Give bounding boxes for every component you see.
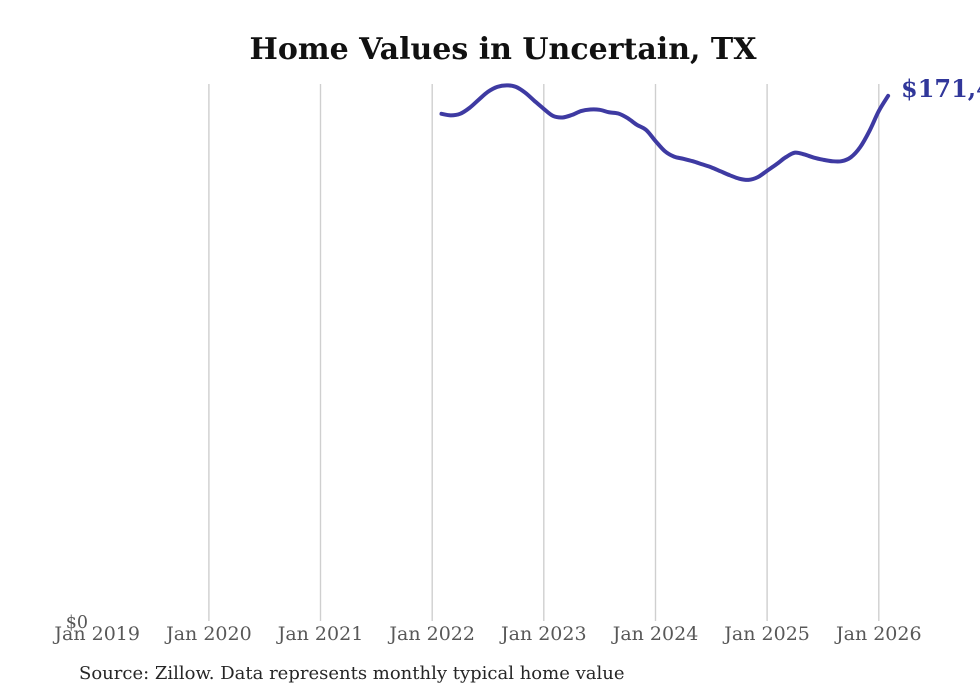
x-axis-tick-labels: Jan 2019 Jan 2020 Jan 2021 Jan 2022 Jan 2023… xyxy=(52,623,921,645)
gridlines xyxy=(208,84,880,621)
x-tick-label: Jan 2025 xyxy=(722,623,810,645)
y-zero-label: $0 xyxy=(65,613,88,633)
x-tick-label: Jan 2021 xyxy=(276,623,364,645)
x-tick-label: Jan 2026 xyxy=(834,623,922,645)
x-tick-label: Jan 2020 xyxy=(164,623,252,645)
home-value-line xyxy=(439,83,891,182)
x-tick-label: Jan 2024 xyxy=(611,623,699,645)
x-tick-label: Jan 2023 xyxy=(499,623,587,645)
x-tick-label: Jan 2019 xyxy=(52,623,140,645)
source-note: Source: Zillow. Data represents monthly … xyxy=(79,663,625,684)
chart-title: Home Values in Uncertain, TX xyxy=(249,32,757,67)
x-tick-label: Jan 2022 xyxy=(387,623,475,645)
latest-value-label: $171,460 xyxy=(901,74,980,103)
